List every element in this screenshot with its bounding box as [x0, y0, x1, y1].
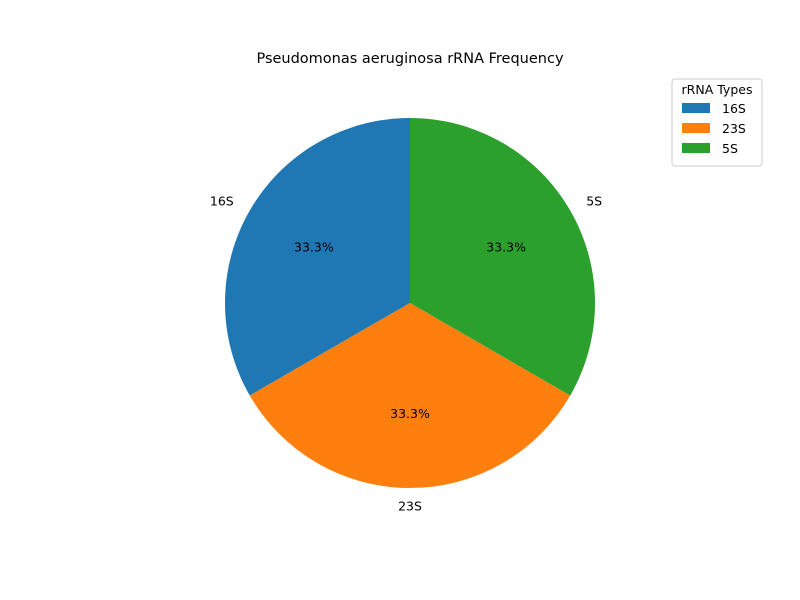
- legend-title: rRNA Types: [682, 82, 753, 97]
- percent-label-5s: 33.3%: [486, 240, 526, 255]
- pie-percent-labels: 33.3% 33.3% 33.3%: [294, 240, 526, 422]
- pie-slice-16s: [224, 118, 410, 396]
- legend-label-23s: 23S: [722, 121, 746, 136]
- legend-swatch-5s: [682, 143, 710, 153]
- percent-label-16s: 33.3%: [294, 240, 334, 255]
- chart-title: Pseudomonas aeruginosa rRNA Frequency: [256, 51, 564, 67]
- legend-swatch-23s: [682, 123, 710, 133]
- slice-label-5s: 5S: [586, 193, 602, 208]
- pie-slice-5s: [410, 118, 595, 396]
- pie-slice-labels: 16S 23S 5S: [210, 193, 602, 513]
- percent-label-23s: 33.3%: [390, 406, 430, 421]
- legend: rRNA Types 16S 23S 5S: [671, 78, 763, 167]
- slice-label-23s: 23S: [398, 499, 422, 514]
- pie-slices: [224, 118, 595, 488]
- legend-label-5s: 5S: [722, 141, 738, 156]
- legend-entries: 16S 23S 5S: [682, 101, 746, 156]
- legend-swatch-16s: [682, 103, 710, 113]
- legend-label-16s: 16S: [722, 101, 746, 116]
- slice-label-16s: 16S: [210, 193, 234, 208]
